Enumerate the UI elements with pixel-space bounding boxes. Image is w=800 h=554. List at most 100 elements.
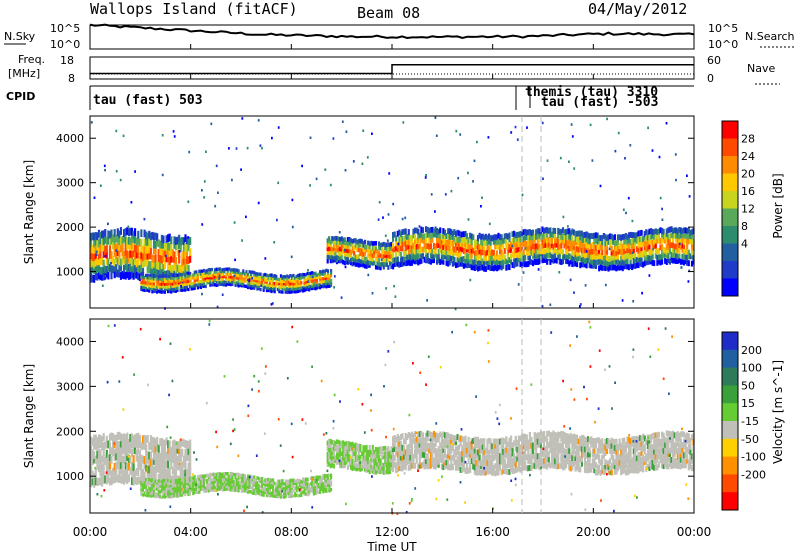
velocity-cell (287, 489, 290, 493)
power-cell (314, 275, 317, 280)
power-scatter-point (172, 130, 175, 133)
velocity-cell (481, 453, 484, 460)
power-cell (137, 237, 140, 245)
velocity-cell (426, 463, 429, 470)
velocity-cell (510, 461, 513, 468)
power-cell (156, 261, 159, 270)
power-cell (105, 270, 108, 278)
power-cell (149, 281, 152, 285)
velocity-cell (451, 435, 454, 441)
power-cell (673, 227, 676, 234)
power-cell (130, 235, 134, 243)
velocity-cell (215, 475, 218, 479)
velocity-cell (311, 476, 314, 480)
power-cell (295, 277, 298, 281)
power-cell (143, 288, 146, 293)
power-cell (678, 227, 681, 233)
velocity-cell (289, 487, 292, 491)
velocity-cell (108, 446, 112, 455)
velocity-cell (348, 462, 351, 467)
power-cell (481, 243, 484, 250)
power-cell (536, 259, 539, 265)
power-cell (585, 242, 588, 249)
power-cell (500, 249, 503, 256)
power-cell (645, 229, 648, 236)
power-cell (159, 254, 162, 263)
power-scatter-point (259, 144, 262, 147)
velocity-cell (487, 437, 491, 444)
velocity-cell (432, 430, 436, 437)
power-cell (651, 229, 654, 235)
power-cell (464, 241, 467, 248)
velocity-cell (203, 476, 206, 480)
power-cell (546, 231, 549, 238)
velocity-cell (566, 453, 569, 460)
power-cell (637, 251, 640, 258)
velocity-cell (243, 474, 246, 478)
velocity-cell (105, 449, 108, 458)
power-cell (328, 250, 331, 255)
power-cell (407, 239, 410, 246)
velocity-cell (403, 448, 406, 455)
power-cell (163, 285, 166, 289)
power-cell (99, 243, 102, 252)
velocity-cell (267, 494, 270, 498)
power-scatter-point (165, 254, 167, 258)
power-cell (516, 242, 519, 248)
velocity-cell (189, 468, 192, 477)
power-cell (304, 280, 308, 285)
velocity-cell (99, 435, 102, 443)
velocity-cell (253, 478, 256, 482)
power-cell (228, 280, 231, 284)
velocity-cell (154, 494, 157, 499)
velocity-cell (381, 446, 384, 452)
velocity-cell (544, 462, 547, 469)
power-scatter-point (161, 134, 164, 137)
power-cell (110, 256, 113, 265)
velocity-cell (178, 446, 181, 455)
power-cell (432, 248, 436, 255)
power-cell (281, 286, 284, 291)
velocity-cell (484, 455, 487, 462)
velocity-cell (461, 450, 464, 457)
velocity-cell (234, 475, 237, 480)
power-cell (648, 238, 651, 245)
power-cell (192, 273, 195, 277)
velocity-cell (554, 462, 557, 469)
velocity-cell (491, 459, 494, 466)
velocity-cell (398, 435, 401, 442)
power-cell (245, 284, 248, 289)
power-cell (511, 262, 514, 268)
power-cell (399, 231, 403, 238)
power-cell (387, 253, 390, 258)
velocity-cell (157, 451, 160, 460)
power-cell (262, 288, 265, 292)
power-cell (607, 239, 610, 245)
velocity-cell (339, 452, 342, 457)
velocity-cell (198, 477, 201, 481)
power-cell (458, 252, 461, 259)
velocity-cell (345, 449, 348, 454)
power-cell (414, 258, 417, 265)
velocity-cell (149, 463, 152, 472)
power-cell (152, 240, 156, 249)
power-cell (675, 232, 678, 239)
cpid-label: CPID (6, 90, 35, 103)
velocity-cell (254, 486, 257, 490)
power-cell (348, 240, 351, 246)
velocity-cell (154, 444, 157, 453)
velocity-cell (256, 489, 259, 494)
velocity-cell (149, 471, 152, 480)
velocity-cell (184, 468, 187, 477)
velocity-cell (349, 465, 353, 470)
velocity-cell (171, 447, 174, 456)
power-cell (566, 242, 569, 249)
velocity-cell (486, 444, 489, 451)
power-cell (326, 281, 330, 285)
velocity-cell (565, 462, 568, 469)
velocity-cell (472, 463, 475, 470)
power-scatter-point (221, 293, 224, 296)
power-cell (420, 246, 423, 253)
velocity-cell (170, 447, 173, 456)
power-cell (297, 289, 300, 294)
